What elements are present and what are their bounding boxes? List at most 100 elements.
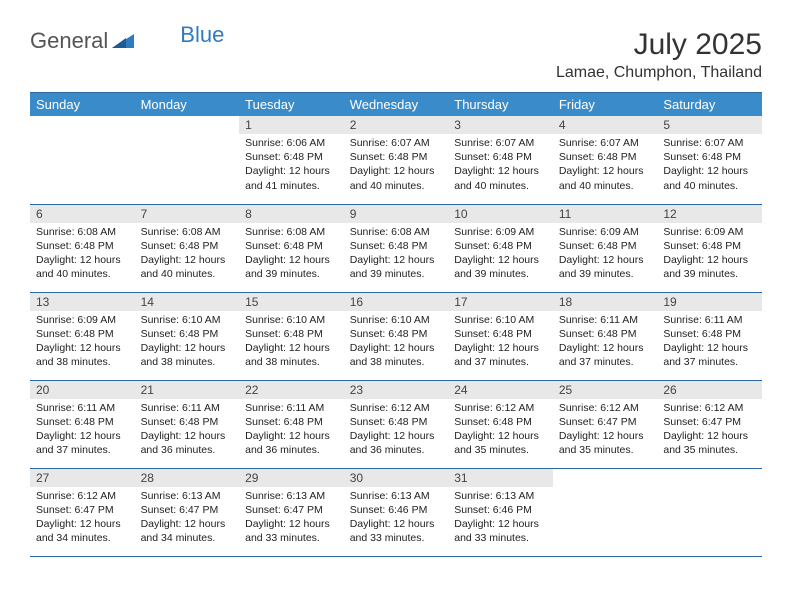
calendar-cell: 8Sunrise: 6:08 AMSunset: 6:48 PMDaylight… bbox=[239, 204, 344, 292]
day-number: 5 bbox=[657, 116, 762, 134]
calendar-cell: 24Sunrise: 6:12 AMSunset: 6:48 PMDayligh… bbox=[448, 380, 553, 468]
calendar-body: 1Sunrise: 6:06 AMSunset: 6:48 PMDaylight… bbox=[30, 116, 762, 556]
day-number: 27 bbox=[30, 469, 135, 487]
calendar-cell: 31Sunrise: 6:13 AMSunset: 6:46 PMDayligh… bbox=[448, 468, 553, 556]
day-number: 4 bbox=[553, 116, 658, 134]
day-details: Sunrise: 6:11 AMSunset: 6:48 PMDaylight:… bbox=[30, 399, 135, 462]
day-details: Sunrise: 6:10 AMSunset: 6:48 PMDaylight:… bbox=[135, 311, 240, 374]
logo-triangle-icon bbox=[112, 30, 134, 53]
weekday-header: Tuesday bbox=[239, 93, 344, 116]
weekday-header: Friday bbox=[553, 93, 658, 116]
calendar-cell: 25Sunrise: 6:12 AMSunset: 6:47 PMDayligh… bbox=[553, 380, 658, 468]
day-number: 19 bbox=[657, 293, 762, 311]
day-number: 13 bbox=[30, 293, 135, 311]
day-number: 2 bbox=[344, 116, 449, 134]
day-details: Sunrise: 6:13 AMSunset: 6:47 PMDaylight:… bbox=[135, 487, 240, 550]
calendar-cell: 21Sunrise: 6:11 AMSunset: 6:48 PMDayligh… bbox=[135, 380, 240, 468]
day-number: 1 bbox=[239, 116, 344, 134]
day-details: Sunrise: 6:10 AMSunset: 6:48 PMDaylight:… bbox=[344, 311, 449, 374]
day-number: 20 bbox=[30, 381, 135, 399]
calendar-cell: 2Sunrise: 6:07 AMSunset: 6:48 PMDaylight… bbox=[344, 116, 449, 204]
calendar-cell bbox=[657, 468, 762, 556]
day-number: 16 bbox=[344, 293, 449, 311]
calendar-row: 13Sunrise: 6:09 AMSunset: 6:48 PMDayligh… bbox=[30, 292, 762, 380]
day-number: 29 bbox=[239, 469, 344, 487]
day-number: 3 bbox=[448, 116, 553, 134]
day-details: Sunrise: 6:09 AMSunset: 6:48 PMDaylight:… bbox=[657, 223, 762, 286]
day-number: 17 bbox=[448, 293, 553, 311]
header: General Blue July 2025 Lamae, Chumphon, … bbox=[30, 28, 762, 82]
day-number: 26 bbox=[657, 381, 762, 399]
day-number: 10 bbox=[448, 205, 553, 223]
day-details: Sunrise: 6:08 AMSunset: 6:48 PMDaylight:… bbox=[344, 223, 449, 286]
calendar-row: 1Sunrise: 6:06 AMSunset: 6:48 PMDaylight… bbox=[30, 116, 762, 204]
weekday-header: Wednesday bbox=[344, 93, 449, 116]
calendar-cell: 30Sunrise: 6:13 AMSunset: 6:46 PMDayligh… bbox=[344, 468, 449, 556]
calendar-cell: 18Sunrise: 6:11 AMSunset: 6:48 PMDayligh… bbox=[553, 292, 658, 380]
day-number: 28 bbox=[135, 469, 240, 487]
calendar-cell: 17Sunrise: 6:10 AMSunset: 6:48 PMDayligh… bbox=[448, 292, 553, 380]
day-details: Sunrise: 6:11 AMSunset: 6:48 PMDaylight:… bbox=[657, 311, 762, 374]
day-number: 6 bbox=[30, 205, 135, 223]
day-details: Sunrise: 6:07 AMSunset: 6:48 PMDaylight:… bbox=[553, 134, 658, 197]
day-details: Sunrise: 6:07 AMSunset: 6:48 PMDaylight:… bbox=[657, 134, 762, 197]
day-details: Sunrise: 6:12 AMSunset: 6:48 PMDaylight:… bbox=[344, 399, 449, 462]
calendar-cell: 1Sunrise: 6:06 AMSunset: 6:48 PMDaylight… bbox=[239, 116, 344, 204]
day-number: 25 bbox=[553, 381, 658, 399]
day-number: 24 bbox=[448, 381, 553, 399]
calendar-cell: 27Sunrise: 6:12 AMSunset: 6:47 PMDayligh… bbox=[30, 468, 135, 556]
weekday-header: Monday bbox=[135, 93, 240, 116]
day-details: Sunrise: 6:11 AMSunset: 6:48 PMDaylight:… bbox=[553, 311, 658, 374]
calendar-cell: 3Sunrise: 6:07 AMSunset: 6:48 PMDaylight… bbox=[448, 116, 553, 204]
logo: General Blue bbox=[30, 28, 224, 54]
day-number: 15 bbox=[239, 293, 344, 311]
day-details: Sunrise: 6:12 AMSunset: 6:47 PMDaylight:… bbox=[657, 399, 762, 462]
calendar-cell: 11Sunrise: 6:09 AMSunset: 6:48 PMDayligh… bbox=[553, 204, 658, 292]
day-details: Sunrise: 6:11 AMSunset: 6:48 PMDaylight:… bbox=[239, 399, 344, 462]
calendar-cell: 10Sunrise: 6:09 AMSunset: 6:48 PMDayligh… bbox=[448, 204, 553, 292]
day-details: Sunrise: 6:13 AMSunset: 6:46 PMDaylight:… bbox=[344, 487, 449, 550]
day-number: 23 bbox=[344, 381, 449, 399]
title-block: July 2025 Lamae, Chumphon, Thailand bbox=[556, 28, 762, 82]
calendar-cell: 20Sunrise: 6:11 AMSunset: 6:48 PMDayligh… bbox=[30, 380, 135, 468]
logo-text-blue: Blue bbox=[180, 22, 224, 48]
day-details: Sunrise: 6:10 AMSunset: 6:48 PMDaylight:… bbox=[448, 311, 553, 374]
calendar-cell: 22Sunrise: 6:11 AMSunset: 6:48 PMDayligh… bbox=[239, 380, 344, 468]
calendar-row: 27Sunrise: 6:12 AMSunset: 6:47 PMDayligh… bbox=[30, 468, 762, 556]
day-number: 21 bbox=[135, 381, 240, 399]
calendar-cell: 12Sunrise: 6:09 AMSunset: 6:48 PMDayligh… bbox=[657, 204, 762, 292]
weekday-header: Sunday bbox=[30, 93, 135, 116]
day-number: 30 bbox=[344, 469, 449, 487]
day-number: 31 bbox=[448, 469, 553, 487]
day-details: Sunrise: 6:12 AMSunset: 6:48 PMDaylight:… bbox=[448, 399, 553, 462]
day-details: Sunrise: 6:11 AMSunset: 6:48 PMDaylight:… bbox=[135, 399, 240, 462]
calendar-cell bbox=[135, 116, 240, 204]
calendar-cell: 9Sunrise: 6:08 AMSunset: 6:48 PMDaylight… bbox=[344, 204, 449, 292]
calendar-cell: 6Sunrise: 6:08 AMSunset: 6:48 PMDaylight… bbox=[30, 204, 135, 292]
day-details: Sunrise: 6:09 AMSunset: 6:48 PMDaylight:… bbox=[30, 311, 135, 374]
calendar-row: 20Sunrise: 6:11 AMSunset: 6:48 PMDayligh… bbox=[30, 380, 762, 468]
calendar-cell bbox=[553, 468, 658, 556]
day-details: Sunrise: 6:07 AMSunset: 6:48 PMDaylight:… bbox=[448, 134, 553, 197]
day-details: Sunrise: 6:13 AMSunset: 6:46 PMDaylight:… bbox=[448, 487, 553, 550]
day-details: Sunrise: 6:09 AMSunset: 6:48 PMDaylight:… bbox=[553, 223, 658, 286]
day-number: 12 bbox=[657, 205, 762, 223]
calendar-cell: 7Sunrise: 6:08 AMSunset: 6:48 PMDaylight… bbox=[135, 204, 240, 292]
day-number: 18 bbox=[553, 293, 658, 311]
calendar-row: 6Sunrise: 6:08 AMSunset: 6:48 PMDaylight… bbox=[30, 204, 762, 292]
day-details: Sunrise: 6:12 AMSunset: 6:47 PMDaylight:… bbox=[553, 399, 658, 462]
calendar-cell: 19Sunrise: 6:11 AMSunset: 6:48 PMDayligh… bbox=[657, 292, 762, 380]
location-text: Lamae, Chumphon, Thailand bbox=[556, 64, 762, 82]
day-details: Sunrise: 6:09 AMSunset: 6:48 PMDaylight:… bbox=[448, 223, 553, 286]
day-details: Sunrise: 6:08 AMSunset: 6:48 PMDaylight:… bbox=[30, 223, 135, 286]
day-number: 11 bbox=[553, 205, 658, 223]
calendar-cell: 29Sunrise: 6:13 AMSunset: 6:47 PMDayligh… bbox=[239, 468, 344, 556]
calendar-cell bbox=[30, 116, 135, 204]
logo-text-gray: General bbox=[30, 28, 108, 54]
day-details: Sunrise: 6:10 AMSunset: 6:48 PMDaylight:… bbox=[239, 311, 344, 374]
day-details: Sunrise: 6:12 AMSunset: 6:47 PMDaylight:… bbox=[30, 487, 135, 550]
day-details: Sunrise: 6:13 AMSunset: 6:47 PMDaylight:… bbox=[239, 487, 344, 550]
month-title: July 2025 bbox=[556, 28, 762, 62]
calendar-cell: 5Sunrise: 6:07 AMSunset: 6:48 PMDaylight… bbox=[657, 116, 762, 204]
weekday-header-row: Sunday Monday Tuesday Wednesday Thursday… bbox=[30, 93, 762, 116]
